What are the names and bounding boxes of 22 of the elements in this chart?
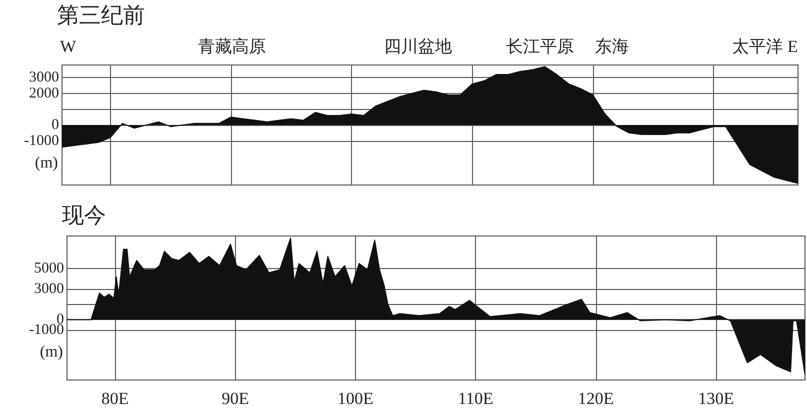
y-tick-label: 5000 xyxy=(34,260,64,277)
x-tick-label: 110E xyxy=(458,389,494,408)
x-tick-label: 120E xyxy=(578,389,614,408)
x-tick-label: 100E xyxy=(338,389,374,408)
y-axis-title: (m) xyxy=(34,154,58,172)
y-axis-title: (m) xyxy=(40,343,64,360)
y-tick-label: 3000 xyxy=(29,70,59,86)
text: W xyxy=(60,37,77,56)
x-tick-label: 80E xyxy=(101,389,129,408)
text: 四川盆地 xyxy=(384,37,452,56)
y-tick-label: 2000 xyxy=(29,85,59,102)
x-tick-label: 90E xyxy=(222,389,249,408)
chart-title: 第三纪前 xyxy=(57,2,145,28)
chart-title: 现今 xyxy=(62,202,106,228)
y-tick-label: 0 xyxy=(52,117,59,133)
text: 东海 xyxy=(595,37,629,56)
y-tick-label: -1000 xyxy=(24,132,59,149)
y-tick-label: 3000 xyxy=(34,281,64,298)
text: 长江平原 xyxy=(506,37,574,56)
text: 太平洋 E xyxy=(732,37,798,56)
x-tick-label: 130E xyxy=(698,389,734,408)
text: 青藏高原 xyxy=(198,37,266,56)
